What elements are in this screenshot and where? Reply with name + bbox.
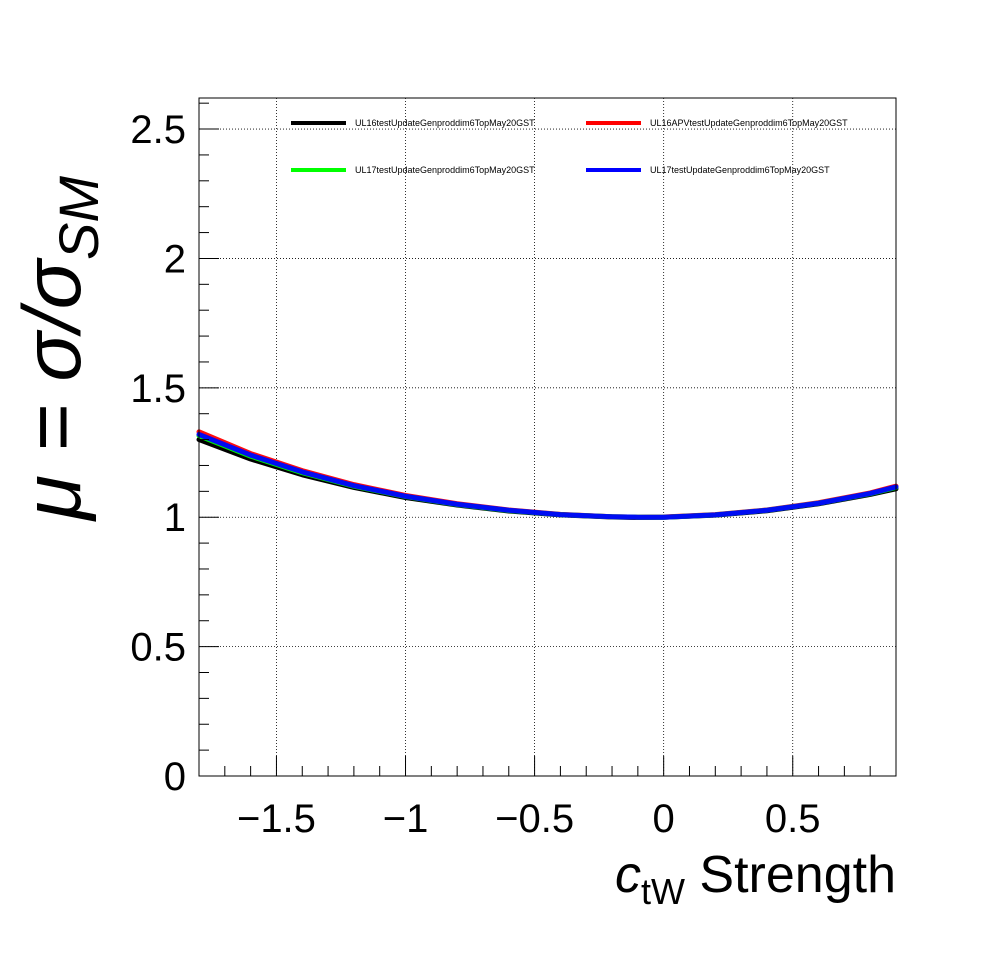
legend: UL16testUpdateGenproddim6TopMay20GST UL16…: [291, 118, 848, 175]
y-axis-label: μ = σ/σSM: [7, 176, 110, 522]
x-tick-label: 0.5: [765, 797, 821, 841]
legend-label: UL16APVtestUpdateGenproddim6TopMay20GST: [650, 118, 848, 128]
x-tick-label: −1.5: [237, 797, 316, 841]
x-tick-label: −1: [383, 797, 429, 841]
legend-label: UL16testUpdateGenproddim6TopMay20GST: [355, 118, 535, 128]
series-lines: [199, 432, 896, 518]
x-tick-label: −0.5: [495, 797, 574, 841]
y-tick-label: 2.5: [130, 108, 186, 152]
y-tick-label: 0: [164, 755, 186, 799]
legend-label: UL17testUpdateGenproddim6TopMay20GST: [650, 165, 830, 175]
x-tick-label: 0: [653, 797, 675, 841]
y-axis-label-text: μ = σ/σ: [7, 256, 98, 522]
x-axis-label-symbol: c: [615, 846, 641, 904]
y-axis-label-subscript: SM: [47, 176, 110, 260]
y-tick-label: 0.5: [130, 626, 186, 670]
x-axis-label-subscript: tW: [641, 871, 685, 912]
y-tick-label: 1: [164, 496, 186, 540]
grid: [199, 98, 896, 776]
y-tick-label: 1.5: [130, 367, 186, 411]
legend-label: UL17testUpdateGenproddim6TopMay20GST: [355, 165, 535, 175]
x-axis-label: ctW Strength: [615, 846, 896, 912]
plot-frame: [199, 98, 896, 776]
x-axis-label-text: Strength: [685, 846, 896, 904]
y-tick-label: 2: [164, 237, 186, 281]
axis-ticks: −1.5 −1 −0.5 0 0.5 0 0.5 1 1.5 2 2.5: [130, 103, 896, 841]
